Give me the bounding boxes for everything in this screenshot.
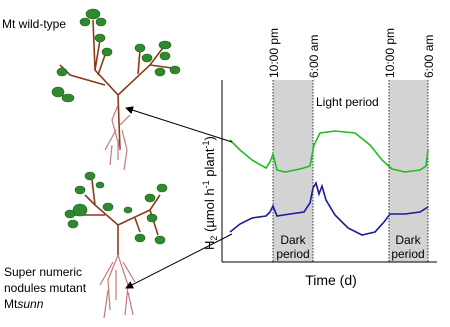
time-label: 10:00 pm xyxy=(383,28,397,78)
dark-period-label: period xyxy=(391,247,424,261)
dark-period-label: Dark xyxy=(395,233,421,247)
y-label-part: -1 xyxy=(201,180,211,188)
arrow xyxy=(125,233,233,289)
mutant-label: Super numeric xyxy=(4,265,82,279)
y-label-part: (µmol h xyxy=(202,188,217,235)
y-label-part: 2 xyxy=(209,236,219,241)
mutant-trace xyxy=(229,180,429,236)
time-label: 10:00 pm xyxy=(267,28,281,78)
arrow xyxy=(125,106,233,143)
y-label-part: -1 xyxy=(201,141,211,149)
mutant-label: nodules mutant xyxy=(4,281,87,295)
y-label-part: ) xyxy=(202,136,217,140)
chart xyxy=(125,80,437,289)
time-label: 6:00 am xyxy=(422,35,436,78)
light-period-label: Light period xyxy=(316,95,379,109)
dark-period-label: Dark xyxy=(280,233,306,247)
dark-period-label: period xyxy=(276,247,309,261)
wild-type-trace xyxy=(229,130,429,173)
mutant-prefix: Mt xyxy=(4,297,18,311)
wild-type-label: Mt wild-type xyxy=(2,17,66,31)
y-label-part: H xyxy=(202,241,217,250)
x-axis-label: Time (d) xyxy=(305,272,357,288)
wild-type-plant xyxy=(51,8,181,171)
mutant-gene: sunn xyxy=(17,297,43,311)
mutant-label: Mtsunn xyxy=(4,297,44,311)
mutant-plant xyxy=(64,171,168,319)
time-label: 6:00 am xyxy=(307,35,321,78)
y-axis-label: H2 (µmol h-1 plant-1) xyxy=(201,136,219,250)
y-label-part: plant xyxy=(202,148,217,180)
